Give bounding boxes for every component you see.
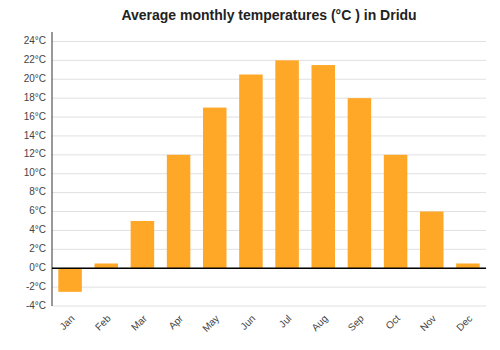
- bars: [58, 60, 479, 291]
- x-tick-label: Jun: [238, 313, 257, 332]
- x-tick-label: Jan: [57, 313, 76, 332]
- x-tick-label: Mar: [129, 312, 149, 332]
- y-tick-label: -4°C: [26, 300, 46, 311]
- x-tick-label: Oct: [383, 313, 402, 332]
- x-tick-label: May: [200, 313, 221, 334]
- y-tick-label: 24°C: [24, 35, 46, 46]
- bar: [348, 98, 372, 268]
- y-tick-label: 12°C: [24, 148, 46, 159]
- title: Average monthly temperatures (°C ) in Dr…: [121, 7, 416, 23]
- grid-line: [52, 192, 486, 193]
- grid-line: [52, 135, 486, 136]
- grid: [52, 41, 486, 306]
- bar: [131, 221, 155, 268]
- y-tick-label: 4°C: [29, 224, 46, 235]
- grid-line: [52, 287, 486, 288]
- x-tick-label: Sep: [346, 312, 367, 333]
- y-tick-label: 20°C: [24, 73, 46, 84]
- y-tick-label: 8°C: [29, 186, 46, 197]
- grid-line: [52, 117, 486, 118]
- x-tick-label: Apr: [166, 312, 185, 331]
- grid-line: [52, 154, 486, 155]
- bar: [275, 60, 299, 268]
- bar: [384, 155, 408, 268]
- bar: [239, 75, 263, 269]
- x-tick-label: Feb: [93, 312, 113, 332]
- x-tick-label: Aug: [309, 313, 329, 333]
- y-tick-label: 14°C: [24, 130, 46, 141]
- x-tick-label: Dec: [454, 313, 474, 333]
- grid-line: [52, 268, 486, 269]
- chart: Average monthly temperatures (°C ) in Dr…: [0, 0, 500, 350]
- grid-line: [52, 79, 486, 80]
- grid-line: [52, 98, 486, 99]
- grid-line: [52, 60, 486, 61]
- bar: [203, 108, 227, 269]
- y-tick-label: 16°C: [24, 111, 46, 122]
- chart-container: Average monthly temperatures (°C ) in Dr…: [0, 0, 500, 350]
- grid-line: [52, 173, 486, 174]
- y-tick-label: 0°C: [29, 262, 46, 273]
- y-tick-label: 22°C: [24, 54, 46, 65]
- grid-line: [52, 306, 486, 307]
- y-tick-label: -2°C: [26, 281, 46, 292]
- y-tick-label: 2°C: [29, 243, 46, 254]
- x-axis: Jan Feb Mar Apr May Jun Jul Aug Sep Oct Nov Dec: [57, 312, 474, 334]
- x-tick-label: Jul: [277, 313, 294, 330]
- y-tick-label: 10°C: [24, 167, 46, 178]
- bar: [311, 65, 335, 268]
- grid-line: [52, 41, 486, 42]
- y-axis-line: [52, 32, 53, 306]
- bar: [58, 268, 82, 292]
- bar: [167, 155, 191, 268]
- y-tick-label: 6°C: [29, 205, 46, 216]
- y-axis: -4°C -2°C 0°C 2°C 4°C 6°C 8°C 10°C 12°C 14°C 16°C 1…: [24, 32, 52, 311]
- zero-line: [52, 267, 486, 269]
- x-tick-label: Nov: [418, 313, 438, 333]
- bar: [420, 212, 444, 269]
- y-tick-label: 18°C: [24, 92, 46, 103]
